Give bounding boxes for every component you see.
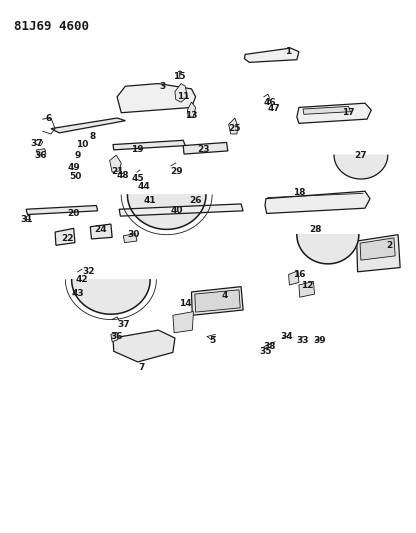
Text: 31: 31	[20, 215, 32, 224]
Polygon shape	[195, 290, 240, 312]
Text: 47: 47	[268, 104, 280, 113]
Text: 28: 28	[309, 225, 322, 234]
Polygon shape	[265, 191, 370, 214]
Text: 15: 15	[173, 72, 185, 81]
Text: 20: 20	[67, 209, 80, 218]
Polygon shape	[72, 280, 150, 314]
Text: 35: 35	[260, 347, 272, 356]
Polygon shape	[297, 103, 371, 123]
Text: 1: 1	[285, 47, 292, 56]
Text: 3: 3	[159, 82, 166, 91]
Text: 32: 32	[82, 268, 94, 276]
Polygon shape	[110, 155, 121, 172]
Text: 40: 40	[171, 206, 183, 215]
Text: 2: 2	[387, 241, 393, 250]
Text: 23: 23	[198, 146, 210, 155]
Text: 17: 17	[342, 108, 355, 117]
Polygon shape	[297, 235, 359, 264]
Polygon shape	[123, 233, 137, 243]
Polygon shape	[289, 271, 299, 285]
Text: 12: 12	[301, 280, 313, 289]
Text: 7: 7	[139, 363, 145, 372]
Text: 21: 21	[111, 166, 123, 175]
Polygon shape	[111, 332, 118, 342]
Polygon shape	[187, 102, 196, 117]
Polygon shape	[127, 195, 206, 229]
Polygon shape	[357, 235, 400, 272]
Text: 38: 38	[264, 342, 276, 351]
Polygon shape	[113, 330, 175, 362]
Text: 36: 36	[111, 332, 123, 341]
Text: 18: 18	[293, 188, 305, 197]
Text: 43: 43	[72, 288, 84, 297]
Text: 37: 37	[30, 139, 43, 148]
Text: 81J69 4600: 81J69 4600	[14, 20, 89, 33]
Polygon shape	[244, 48, 299, 62]
Polygon shape	[55, 228, 75, 245]
Text: 27: 27	[354, 151, 367, 160]
Text: 48: 48	[117, 171, 130, 180]
Text: 33: 33	[297, 336, 309, 345]
Text: 6: 6	[46, 114, 52, 123]
Text: 36: 36	[35, 151, 47, 160]
Text: 49: 49	[67, 163, 80, 172]
Text: 13: 13	[185, 111, 198, 120]
Polygon shape	[90, 224, 112, 239]
Polygon shape	[334, 155, 388, 179]
Text: 50: 50	[69, 172, 81, 181]
Text: 29: 29	[171, 166, 183, 175]
Text: 22: 22	[61, 234, 74, 243]
Text: 14: 14	[179, 299, 192, 308]
Text: 39: 39	[313, 336, 326, 345]
Text: 37: 37	[117, 320, 130, 329]
Polygon shape	[173, 312, 193, 333]
Text: 41: 41	[144, 196, 156, 205]
Polygon shape	[183, 142, 228, 154]
Polygon shape	[191, 287, 243, 316]
Text: 30: 30	[127, 230, 140, 239]
Polygon shape	[37, 149, 46, 155]
Polygon shape	[119, 204, 243, 216]
Polygon shape	[113, 140, 185, 150]
Text: 4: 4	[221, 291, 228, 300]
Polygon shape	[117, 84, 196, 113]
Polygon shape	[299, 281, 314, 297]
Polygon shape	[229, 118, 238, 134]
Text: 8: 8	[89, 132, 95, 141]
Text: 10: 10	[76, 140, 88, 149]
Polygon shape	[303, 107, 351, 114]
Text: 42: 42	[76, 275, 88, 284]
Text: 16: 16	[293, 270, 305, 279]
Text: 26: 26	[189, 196, 202, 205]
Polygon shape	[360, 238, 395, 260]
Text: 45: 45	[131, 174, 144, 183]
Text: 44: 44	[138, 182, 150, 191]
Polygon shape	[51, 118, 125, 133]
Text: 25: 25	[229, 124, 241, 133]
Polygon shape	[175, 84, 187, 102]
Polygon shape	[26, 206, 98, 215]
Text: 34: 34	[280, 332, 293, 341]
Text: 46: 46	[264, 98, 276, 107]
Text: 19: 19	[131, 146, 144, 155]
Text: 9: 9	[74, 151, 81, 160]
Text: 5: 5	[209, 336, 215, 345]
Text: 24: 24	[94, 225, 107, 234]
Text: 11: 11	[177, 92, 189, 101]
